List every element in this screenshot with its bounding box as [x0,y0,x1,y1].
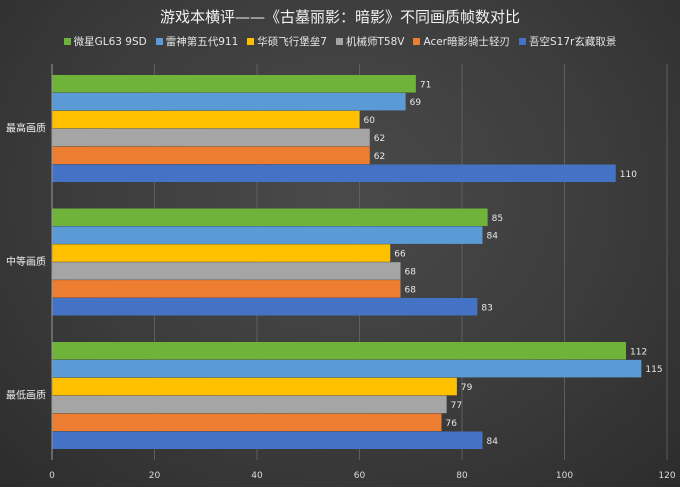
x-tick-label: 0 [49,471,55,481]
x-tick-label: 60 [354,471,366,481]
x-tick-label: 40 [251,471,263,481]
bar [52,359,642,378]
legend-swatch [63,38,71,45]
data-label: 83 [481,303,492,313]
legend-swatch [413,38,421,45]
data-label: 110 [620,170,637,180]
bar [52,164,616,182]
x-tick-label: 120 [658,471,675,481]
data-label: 84 [487,232,499,242]
legend-swatch [519,38,527,45]
data-label: 68 [405,267,417,277]
x-tick-label: 80 [456,471,468,481]
legend-label: 雷神第五代911 [165,36,239,48]
bar [52,128,370,147]
legend-label: 微星GL63 9SD [73,36,147,48]
legend-swatch [247,38,255,45]
data-label: 71 [420,80,431,90]
legend: 微星GL63 9SD 雷神第五代911 华硕飞行堡垒7 机械师T58V Acer暗影骑士… [0,34,680,49]
data-label: 79 [461,383,473,393]
data-label: 85 [492,214,503,224]
bar [52,395,447,414]
legend-swatch [155,38,163,45]
data-label: 62 [374,152,385,162]
bar [52,377,457,396]
bar [52,110,360,129]
legend-item: 吾空S17r玄藏取景 [519,34,616,49]
bar [52,208,488,226]
category-label: 最高画质 [6,122,46,135]
legend-label: 吾空S17r玄藏取景 [529,36,617,48]
bar [52,75,416,93]
data-label: 60 [364,116,376,126]
data-label: 68 [405,285,417,295]
x-tick-label: 20 [149,471,161,481]
legend-item: 华硕飞行堡垒7 [247,34,327,49]
bar [52,146,370,165]
bar [52,280,401,298]
data-label: 112 [630,347,647,357]
data-label: 84 [487,437,499,447]
bar [52,262,401,280]
bar [52,298,478,316]
category-label: 最低画质 [6,389,46,402]
bar [52,413,442,432]
data-label: 62 [374,134,385,144]
x-tick-label: 100 [556,471,573,481]
legend-label: Acer暗影骑士轻刃 [423,36,511,48]
legend-label: 机械师T58V [345,36,405,48]
legend-item: 微星GL63 9SD [63,34,147,49]
data-label: 66 [394,250,406,260]
data-label: 115 [645,365,662,375]
bar [52,431,483,449]
bar [52,226,483,244]
chart-title: 游戏本横评——《古墓丽影：暗影》不同画质帧数对比 [159,8,520,26]
data-label: 76 [446,419,458,429]
legend-label: 华硕飞行堡垒7 [257,36,327,48]
category-label: 中等画质 [6,255,46,268]
legend-item: Acer暗影骑士轻刃 [413,34,510,49]
legend-item: 雷神第五代911 [155,34,239,49]
legend-swatch [335,38,343,45]
bar [52,342,626,360]
data-label: 77 [451,401,462,411]
legend-item: 机械师T58V [335,34,405,49]
bar [52,244,391,262]
bar [52,92,406,111]
data-label: 69 [410,98,422,108]
